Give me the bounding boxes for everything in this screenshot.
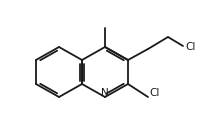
Text: Cl: Cl xyxy=(149,88,159,98)
Text: N: N xyxy=(101,88,109,98)
Text: Cl: Cl xyxy=(185,42,195,52)
